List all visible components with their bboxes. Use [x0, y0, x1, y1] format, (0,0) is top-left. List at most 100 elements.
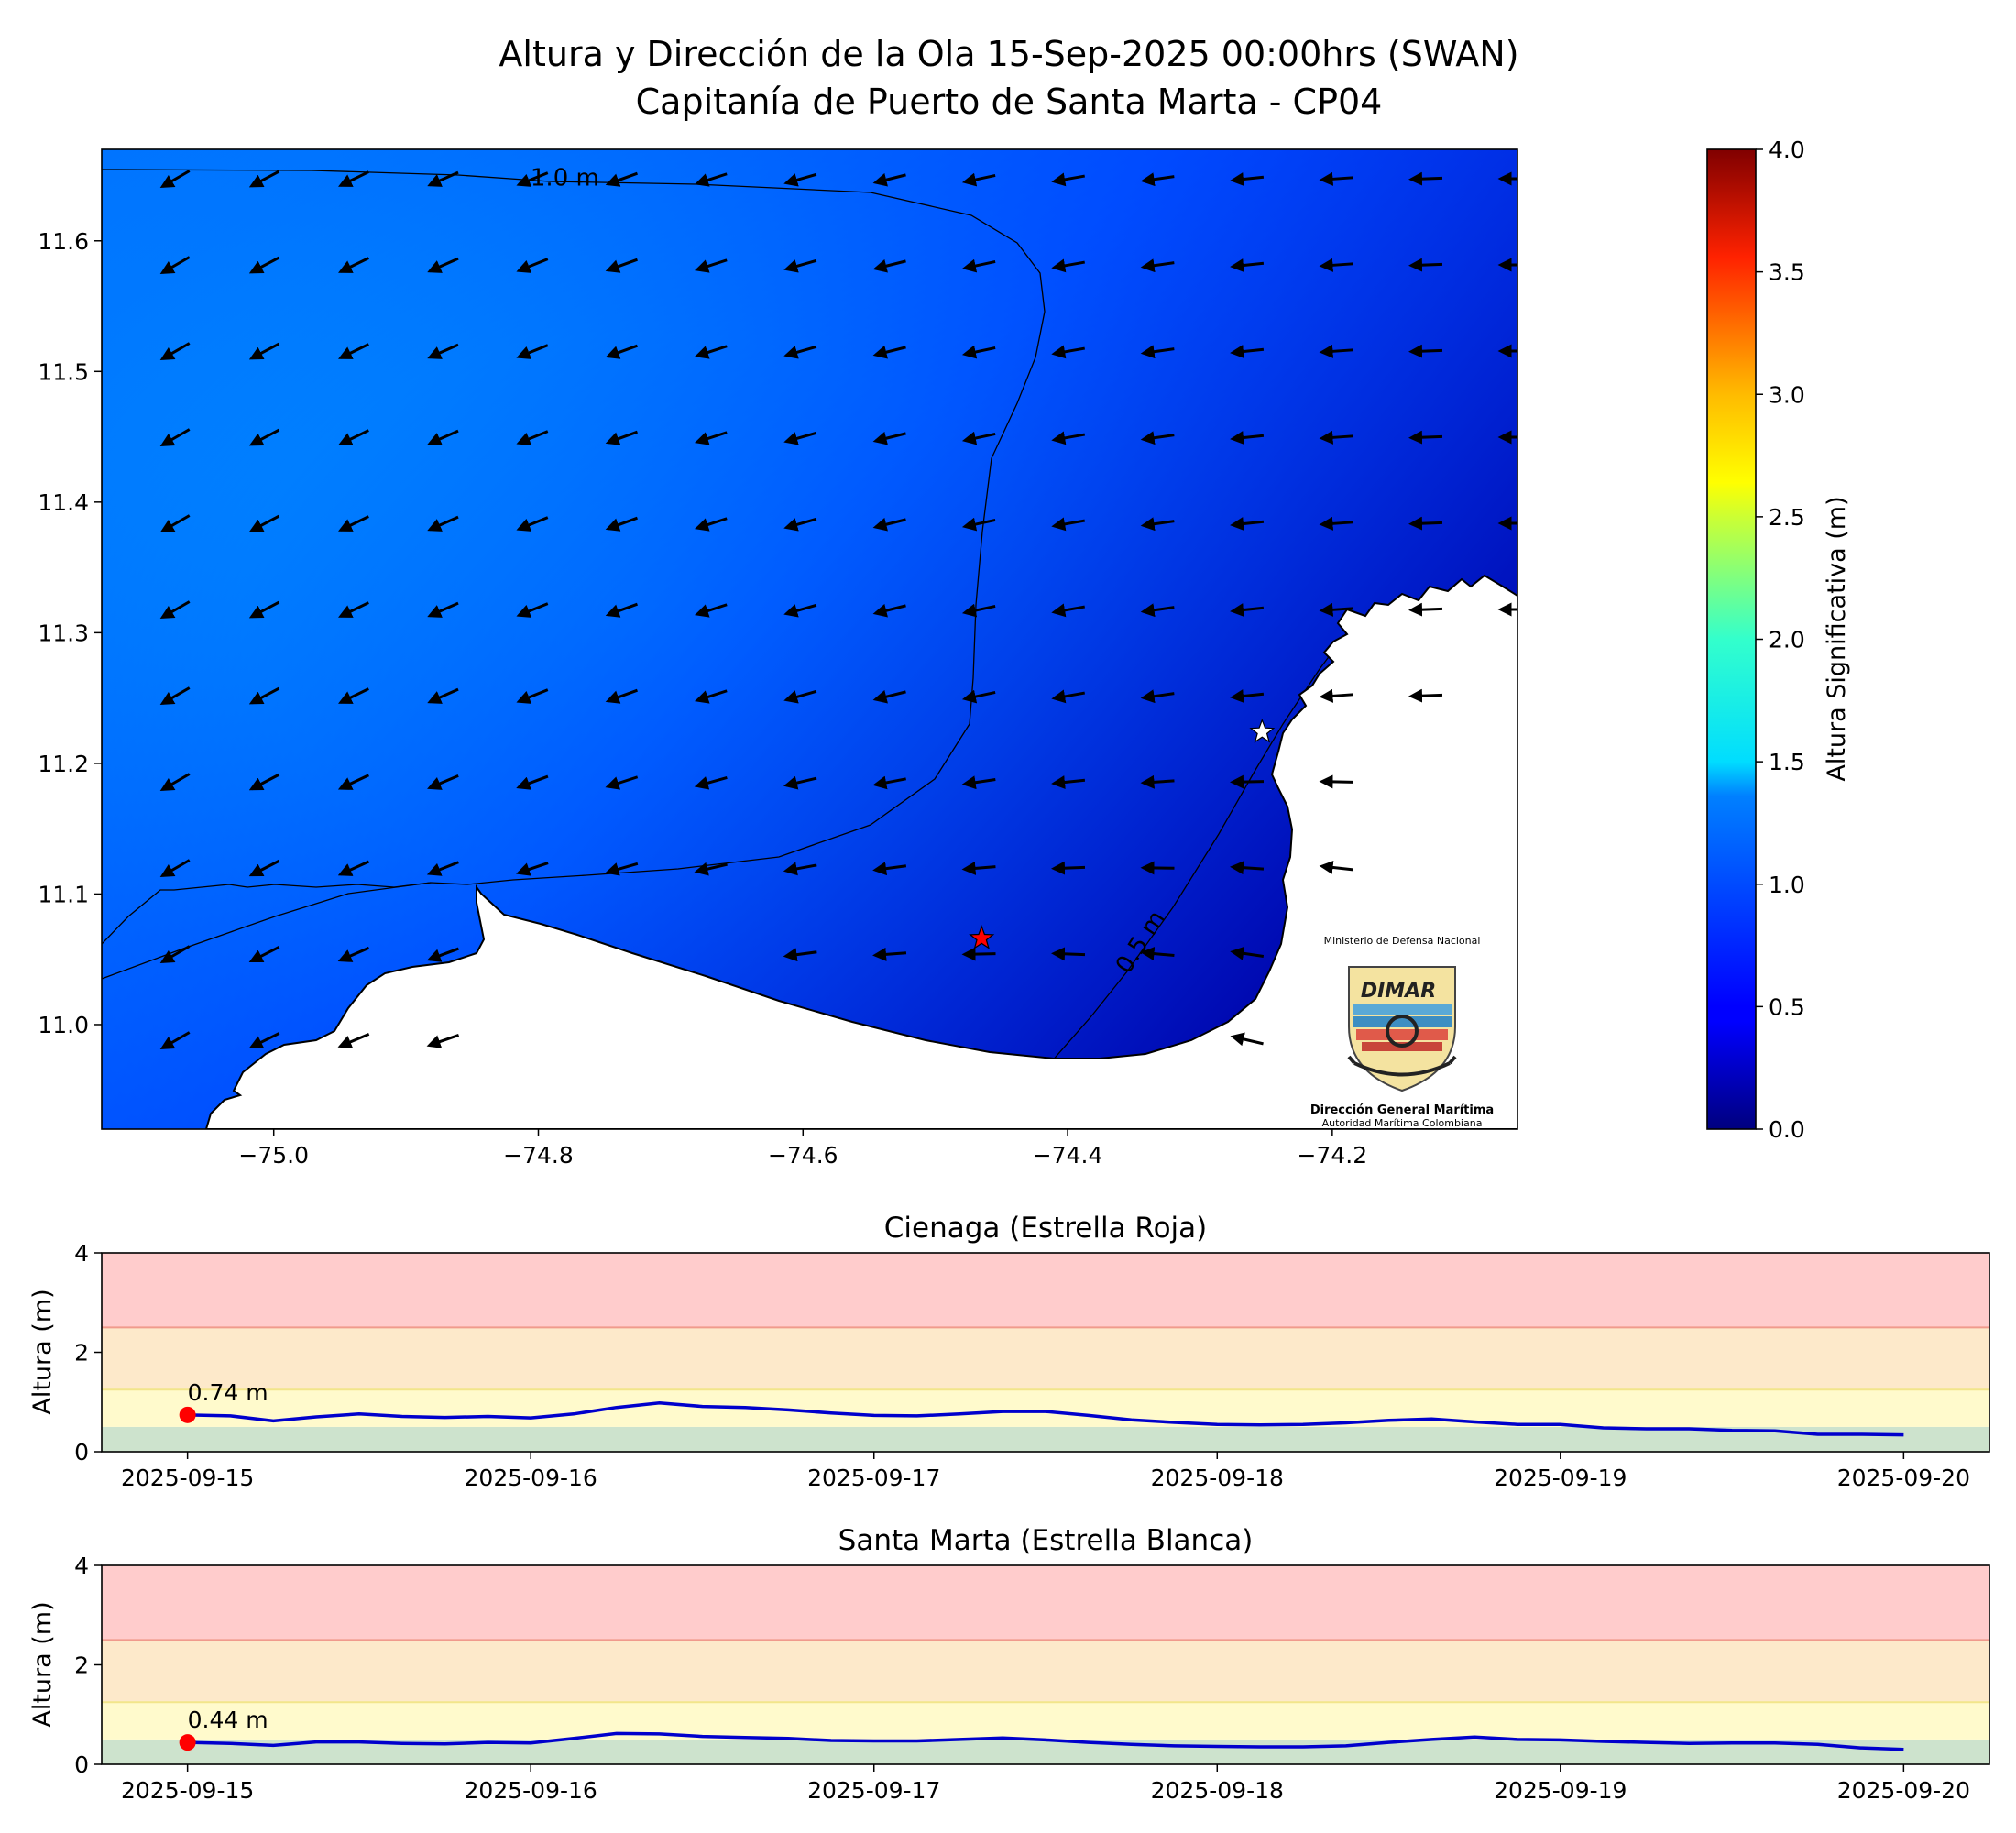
wave-direction-arrow-icon	[516, 430, 549, 445]
wave-direction-arrow-icon	[1319, 516, 1353, 531]
wave-direction-arrow-icon	[1319, 258, 1353, 272]
wave-direction-arrow-icon	[605, 688, 638, 704]
wave-direction-arrow-icon	[1140, 689, 1175, 704]
x-tick-label: 2025-09-20	[1837, 1465, 1970, 1491]
wave-direction-arrow-icon	[426, 861, 459, 876]
contour-1-0m	[102, 169, 1046, 979]
contour-label-1-0m: 1.0 m	[531, 164, 599, 192]
wave-direction-arrow-icon	[516, 688, 549, 704]
contour-0-5m	[1049, 631, 1348, 1064]
wave-direction-arrow-icon	[961, 603, 996, 618]
map-y-tick-label: 11.4	[38, 489, 89, 516]
cienaga-wave-height-line	[187, 1401, 1904, 1437]
santa-marta-current-value-label: 0.44 m	[188, 1707, 268, 1733]
wave-direction-arrow-icon	[1408, 258, 1443, 272]
wave-direction-arrow-icon	[1230, 172, 1265, 186]
wave-direction-arrow-icon	[248, 342, 280, 360]
wave-direction-arrow-icon	[961, 258, 996, 273]
wave-direction-arrow-icon	[605, 602, 638, 618]
timeseries-santa-marta-ylabel: Altura (m)	[28, 1601, 57, 1727]
colorbar: 0.0 0.5 1.0 1.5 2.0 2.5 3.0 3.5 4.0 Altura Signi…	[1706, 137, 1851, 1143]
x-tick-label: 2025-09-18	[1151, 1777, 1284, 1804]
wave-direction-arrow-icon	[427, 429, 459, 445]
timeseries-cienaga-ylabel: Altura (m)	[28, 1289, 57, 1414]
wave-direction-arrow-icon	[605, 430, 638, 445]
santa-marta-wave-height-line	[187, 1731, 1904, 1751]
map-y-tick-label: 11.0	[38, 1012, 89, 1038]
figure-title-line2: Capitanía de Puerto de Santa Marta - CP0…	[636, 82, 1383, 122]
contour-1-0m-west	[102, 882, 432, 980]
wave-direction-arrow-icon	[961, 947, 996, 961]
wave-direction-arrow-icon	[516, 344, 549, 359]
y-tick-label: 0	[74, 1439, 89, 1465]
wave-direction-arrow-icon	[159, 773, 191, 792]
wave-direction-arrow-icon	[516, 516, 549, 532]
wave-direction-arrow-icon	[159, 945, 191, 964]
wave-direction-arrow-icon	[1408, 516, 1443, 531]
wave-direction-arrow-icon	[337, 1033, 370, 1048]
wave-direction-arrow-icon	[872, 689, 906, 704]
colorbar-ticks: 0.0 0.5 1.0 1.5 2.0 2.5 3.0 3.5 4.0	[1756, 137, 1805, 1143]
x-tick-label: 2025-09-15	[121, 1465, 254, 1491]
wave-direction-arrow-icon	[1230, 517, 1265, 531]
wave-direction-arrow-icon	[783, 775, 817, 790]
wave-direction-arrow-icon	[961, 689, 996, 704]
wave-direction-arrow-icon	[159, 600, 191, 620]
wave-direction-arrow-icon	[1319, 774, 1353, 789]
wave-direction-arrow-icon	[1408, 171, 1443, 186]
wave-direction-arrow-icon	[605, 171, 638, 187]
wave-direction-arrow-icon	[1051, 603, 1086, 618]
y-tick-label: 4	[74, 1240, 89, 1267]
wave-direction-arrow-icon	[159, 686, 191, 706]
wave-direction-arrow-icon	[427, 343, 459, 359]
map-x-tick-label: −74.6	[768, 1142, 838, 1169]
y-tick-label: 0	[74, 1751, 89, 1778]
wave-direction-arrow-icon	[248, 773, 280, 791]
timeseries-cienaga-title: Cienaga (Estrella Roja)	[884, 1212, 1208, 1245]
wave-direction-arrow-icon	[516, 774, 549, 790]
logo-shield-icon	[1348, 966, 1456, 1092]
wave-direction-arrow-icon	[694, 172, 728, 187]
wave-direction-arrow-icon	[1319, 860, 1353, 874]
threshold-band	[102, 1327, 1989, 1390]
wave-direction-arrow-icon	[1230, 345, 1265, 358]
wave-direction-arrow-icon	[248, 600, 280, 619]
x-tick-label: 2025-09-19	[1494, 1465, 1627, 1491]
y-tick-label: 2	[74, 1340, 89, 1367]
wave-direction-arrow-icon	[872, 258, 906, 273]
wave-direction-arrow-icon	[1051, 517, 1086, 532]
wave-direction-arrow-icon	[1140, 345, 1175, 359]
colorbar-tick-label: 2.0	[1769, 627, 1805, 653]
map-x-tick-label: −75.0	[238, 1142, 309, 1169]
wave-direction-arrow-icon	[159, 514, 191, 533]
wave-direction-arrow-icon	[694, 689, 728, 704]
map-frame	[101, 148, 1518, 1130]
wave-direction-arrow-icon	[1051, 258, 1086, 273]
wave-direction-arrow-icon	[159, 1031, 191, 1050]
wave-direction-arrow-icon	[338, 687, 369, 704]
wave-direction-arrow-icon	[783, 948, 817, 962]
map-y-tick-label: 11.6	[38, 228, 89, 255]
wave-direction-arrow-icon	[783, 172, 817, 187]
wave-direction-arrow-icon	[159, 859, 191, 878]
wave-direction-arrow-icon	[1230, 1032, 1264, 1047]
wave-direction-arrow-icon	[1319, 602, 1353, 617]
wave-direction-arrow-icon	[427, 687, 459, 704]
wave-direction-arrow-icon	[427, 170, 459, 187]
colorbar-tick-label: 1.0	[1769, 872, 1805, 898]
wave-direction-arrow-icon	[961, 431, 996, 445]
wave-direction-arrow-icon	[872, 172, 906, 187]
cienaga-current-point	[179, 1406, 196, 1423]
colorbar-tick-label: 2.5	[1769, 504, 1805, 531]
wave-direction-arrow-icon	[1230, 774, 1265, 789]
wave-direction-arrow-icon	[1140, 431, 1175, 445]
wave-direction-arrow-icon	[248, 859, 280, 877]
wave-direction-arrow-icon	[426, 947, 459, 962]
wave-direction-arrow-icon	[159, 256, 191, 275]
wave-direction-arrow-icon	[694, 775, 728, 790]
colorbar-tick-label: 0.5	[1769, 993, 1805, 1020]
wave-direction-arrow-icon	[1230, 946, 1265, 960]
wave-direction-arrow-icon	[1230, 258, 1265, 272]
figure-title-line1: Altura y Dirección de la Ola 15-Sep-2025…	[499, 34, 1518, 74]
